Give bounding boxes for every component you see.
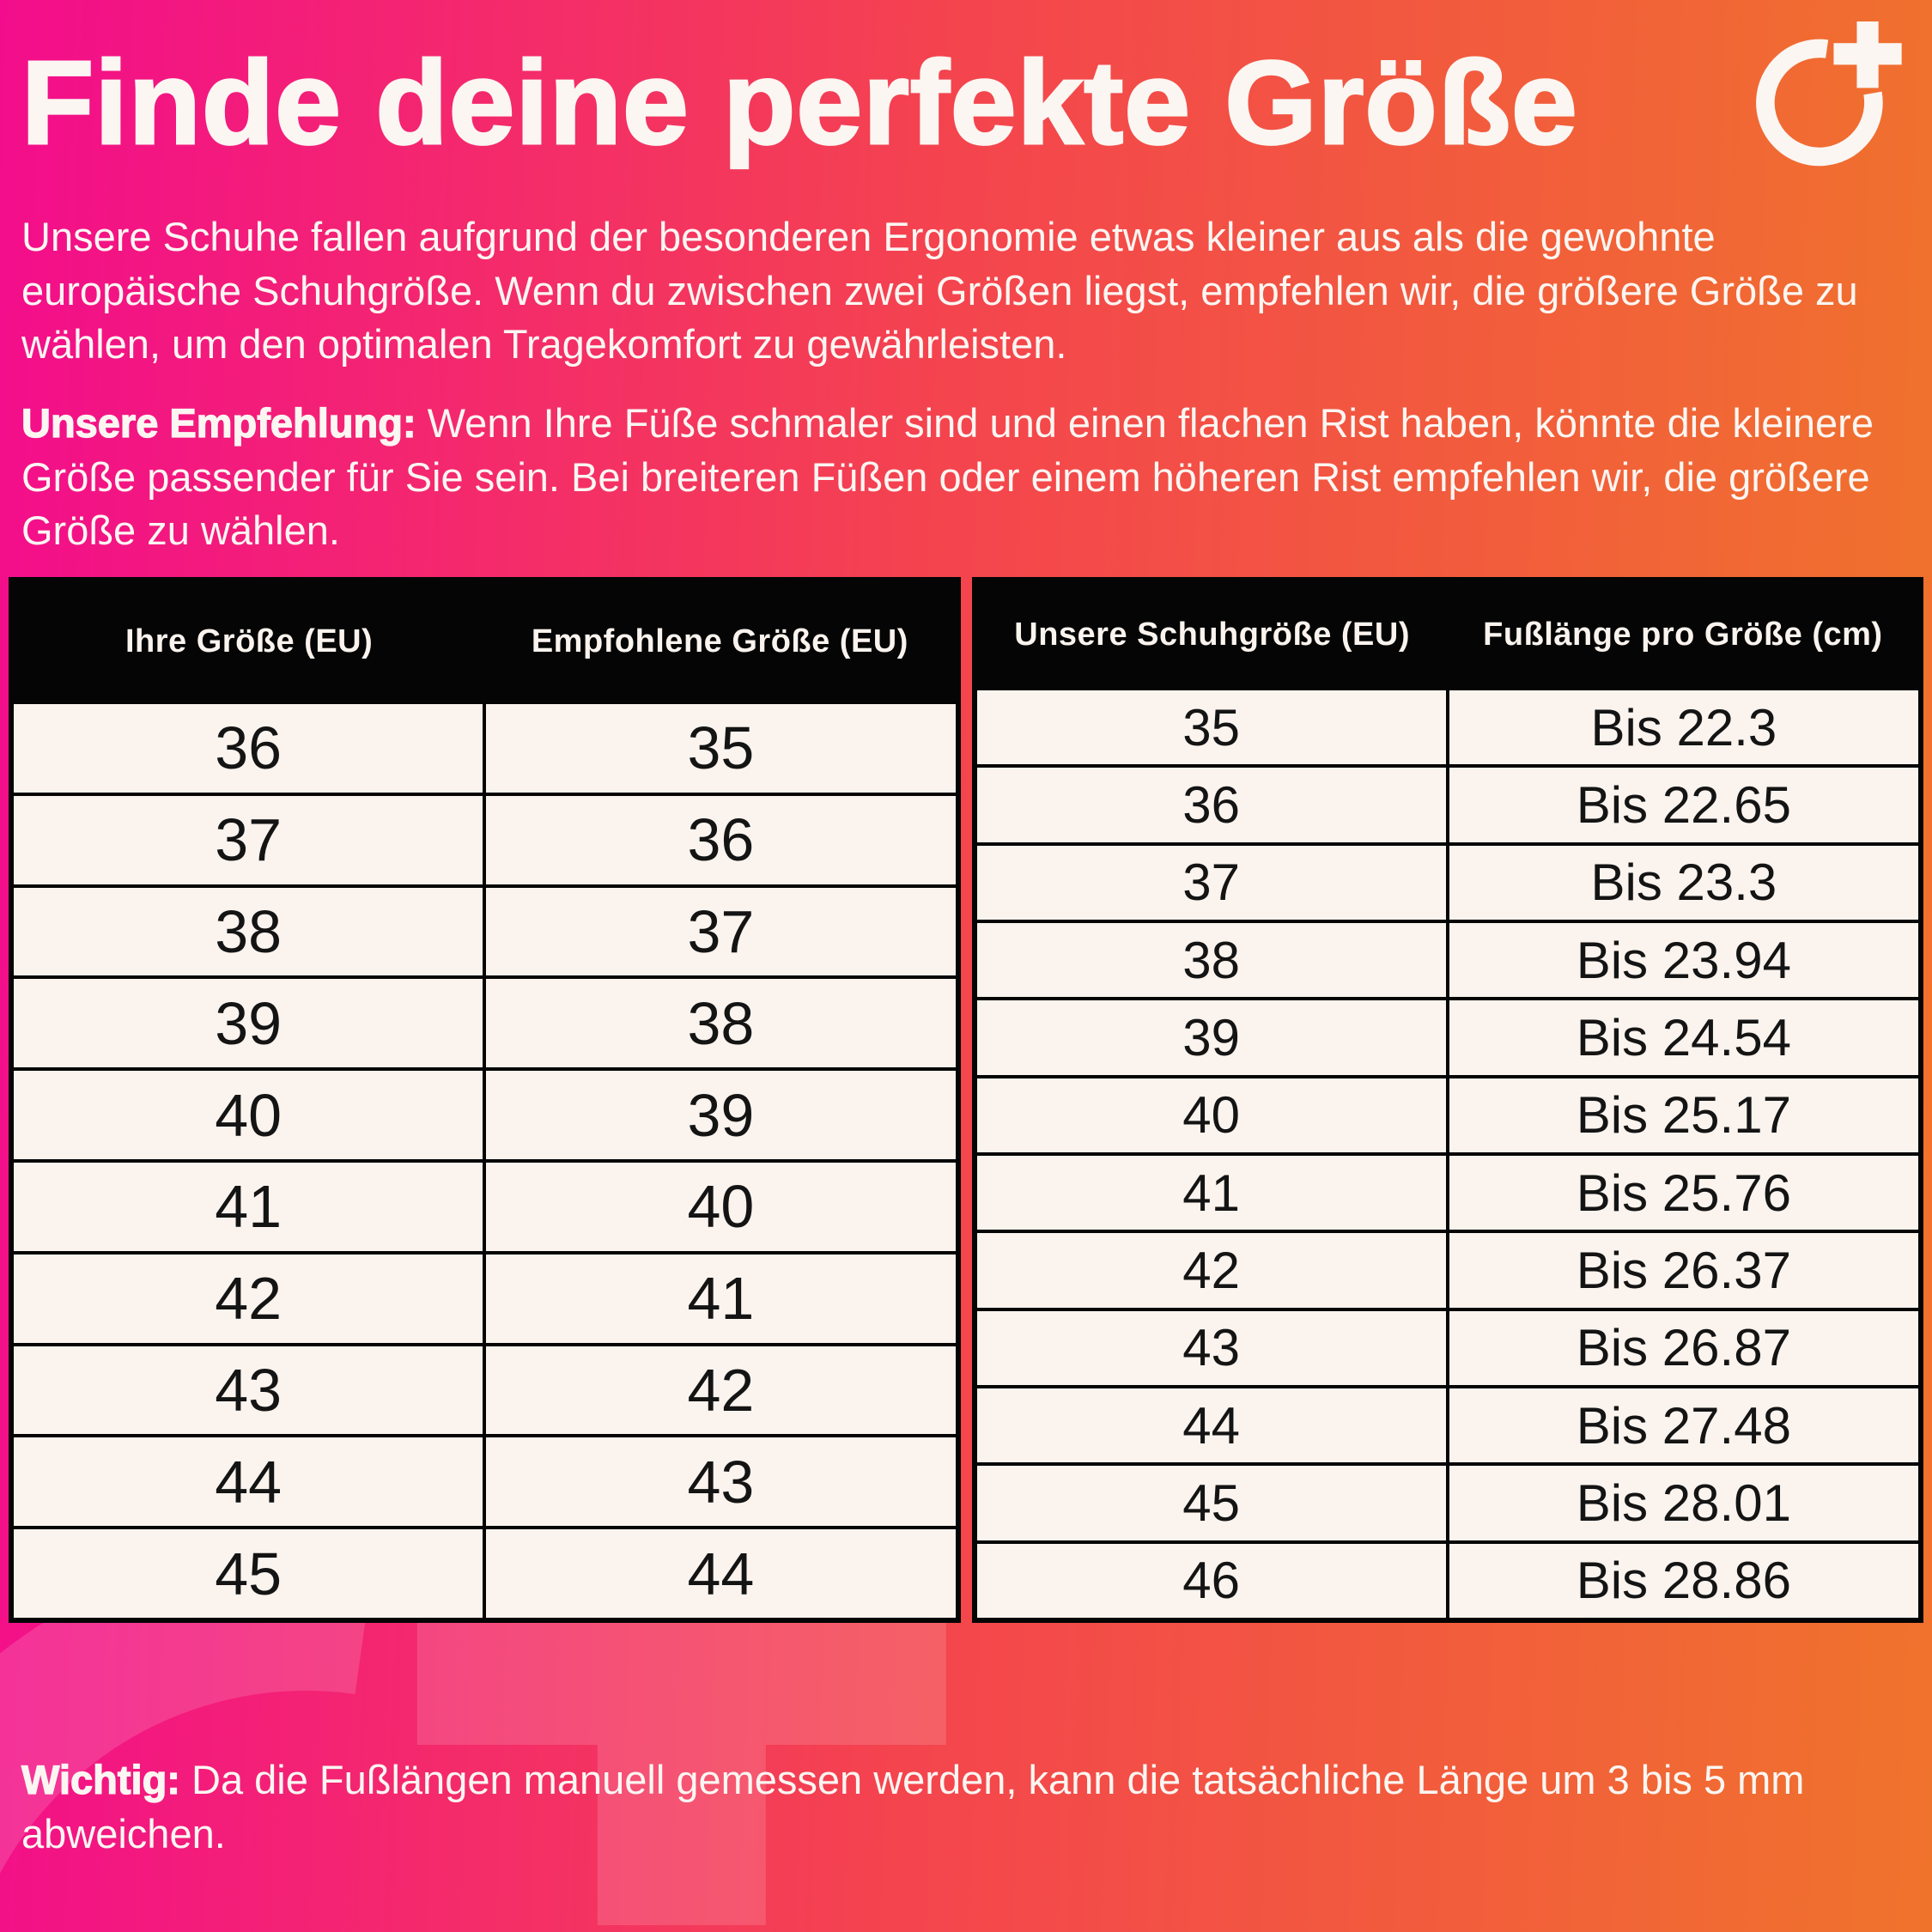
table-cell: Bis 26.87 [1445, 1310, 1918, 1385]
table-cell: 40 [215, 1081, 283, 1149]
table-cell: 45 [215, 1540, 283, 1607]
column-header: Unsere Schuhgröße (EU) [1014, 616, 1410, 653]
table-cell: 41 [1182, 1163, 1240, 1222]
recommendation-paragraph: Unsere Empfehlung: Wenn Ihre Füße schmal… [21, 397, 1919, 558]
table-cell: 37 [483, 887, 955, 976]
table-cell: 36 [215, 714, 283, 782]
table-cell: 38 [1182, 931, 1240, 989]
table-row: 36 35 [14, 701, 956, 793]
table-row: 42 41 [14, 1250, 956, 1343]
page-title: Finde deine perfekte Größe [21, 37, 1579, 169]
table-cell: 35 [1182, 698, 1240, 756]
table-cell: Bis 28.01 [1445, 1466, 1918, 1540]
table-cell: Bis 27.48 [1445, 1388, 1918, 1463]
table-cell: Bis 24.54 [1445, 1000, 1918, 1075]
table-cell: Bis 25.76 [1445, 1155, 1918, 1230]
table-cell: 42 [483, 1346, 955, 1435]
column-header: Ihre Größe (EU) [125, 623, 374, 659]
table-row: 36 Bis 22.65 [976, 764, 1918, 842]
table-row: 35 Bis 22.3 [976, 687, 1918, 765]
recommendation-text: Wenn Ihre Füße schmaler sind und einen f… [21, 400, 1874, 553]
table-cell: 43 [483, 1437, 955, 1527]
brand-ring-plus-icon [1756, 21, 1902, 167]
table-row: 40 Bis 25.17 [976, 1074, 1918, 1152]
table-cell: 40 [1182, 1086, 1240, 1145]
table-row: 38 37 [14, 884, 956, 976]
table-cell: 37 [1182, 854, 1240, 912]
important-note: Wichtig: Da die Fußlängen manuell gemess… [21, 1753, 1919, 1861]
table-row: 41 40 [14, 1158, 956, 1251]
size-conversion-table: Ihre Größe (EU) Empfohlene Größe (EU) 36 35… [9, 577, 961, 1623]
table-cell: 38 [215, 897, 283, 965]
table-cell: 35 [483, 704, 955, 793]
table-cell: 41 [215, 1173, 283, 1241]
table-row: 45 44 [14, 1526, 956, 1618]
table-cell: 36 [1182, 775, 1240, 834]
table-row: 44 Bis 27.48 [976, 1384, 1918, 1463]
table-cell: 39 [1182, 1008, 1240, 1066]
table-cell: 39 [215, 989, 283, 1057]
recommendation-lead: Unsere Empfehlung: [21, 399, 416, 446]
table-row: 43 42 [14, 1342, 956, 1435]
foot-length-table: Unsere Schuhgröße (EU) Fußlänge pro Größe… [971, 577, 1923, 1623]
table-row: 37 36 [14, 792, 956, 884]
table-cell: Bis 22.3 [1445, 690, 1918, 765]
table-row: 41 Bis 25.76 [976, 1151, 1918, 1230]
table-cell: 41 [483, 1254, 955, 1343]
table-cell: 44 [215, 1448, 283, 1516]
table-row: 43 Bis 26.87 [976, 1307, 1918, 1385]
table-cell: 46 [1182, 1552, 1240, 1610]
table-cell: Bis 23.3 [1445, 845, 1918, 920]
column-header: Empfohlene Größe (EU) [531, 623, 908, 659]
table-cell: 45 [1182, 1473, 1240, 1532]
table-cell: 43 [1182, 1319, 1240, 1377]
table-cell: 38 [483, 979, 955, 1068]
table-header-row: Ihre Größe (EU) Empfohlene Größe (EU) [14, 582, 956, 701]
table-cell: 44 [1182, 1396, 1240, 1455]
table-row: 44 43 [14, 1434, 956, 1527]
table-row: 39 38 [14, 975, 956, 1068]
table-row: 38 Bis 23.94 [976, 919, 1918, 998]
table-row: 42 Bis 26.37 [976, 1230, 1918, 1308]
table-cell: 39 [483, 1071, 955, 1159]
table-row: 39 Bis 24.54 [976, 997, 1918, 1075]
table-cell: Bis 22.65 [1445, 768, 1918, 842]
table-header-row: Unsere Schuhgröße (EU) Fußlänge pro Größe… [976, 582, 1918, 687]
table-cell: 42 [1182, 1241, 1240, 1299]
table-cell: Bis 23.94 [1445, 922, 1918, 998]
table-row: 46 Bis 28.86 [976, 1540, 1918, 1618]
size-tables-section: Ihre Größe (EU) Empfohlene Größe (EU) 36 35… [9, 577, 1923, 1623]
table-row: 40 39 [14, 1067, 956, 1159]
column-header: Fußlänge pro Größe (cm) [1483, 616, 1883, 653]
important-note-text: Da die Fußlängen manuell gemessen werden… [21, 1757, 1805, 1856]
table-cell: Bis 26.37 [1445, 1233, 1918, 1308]
table-cell: 37 [215, 806, 283, 874]
table-row: 37 Bis 23.3 [976, 841, 1918, 920]
table-row: 45 Bis 28.01 [976, 1462, 1918, 1540]
intro-paragraph: Unsere Schuhe fallen aufgrund der besond… [21, 210, 1919, 372]
important-note-lead: Wichtig: [21, 1756, 180, 1802]
table-cell: Bis 28.86 [1445, 1543, 1918, 1618]
table-cell: 36 [483, 795, 955, 884]
table-cell: 40 [483, 1162, 955, 1251]
intro-text: Unsere Schuhe fallen aufgrund der besond… [21, 214, 1858, 367]
table-cell: 42 [215, 1265, 283, 1333]
table-cell: Bis 25.17 [1445, 1078, 1918, 1152]
table-cell: 44 [483, 1529, 955, 1618]
table-cell: 43 [215, 1356, 283, 1424]
